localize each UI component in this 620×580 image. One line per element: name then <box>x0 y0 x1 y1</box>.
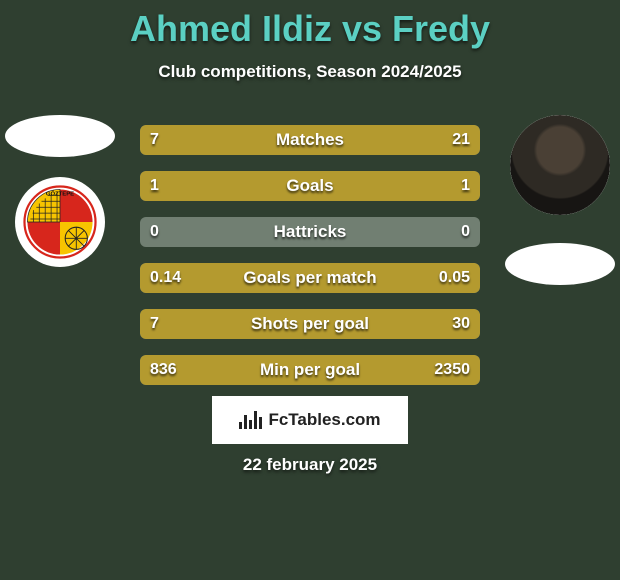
player-left-avatar-placeholder <box>5 115 115 157</box>
stat-row: 730Shots per goal <box>140 309 480 339</box>
date-line: 22 february 2025 <box>0 455 620 475</box>
page-title: Ahmed Ildiz vs Fredy <box>0 0 620 50</box>
stat-label: Matches <box>140 125 480 155</box>
player-left-block: GÖZTEPE <box>5 115 115 267</box>
stats-panel: 721Matches 11Goals 00Hattricks 0.140.05Goal… <box>140 125 480 401</box>
goztepe-crest-icon: GÖZTEPE <box>23 185 97 259</box>
stat-label: Shots per goal <box>140 309 480 339</box>
avatar-photo-icon <box>510 115 610 215</box>
stat-row: 8362350Min per goal <box>140 355 480 385</box>
player-right-avatar <box>510 115 610 215</box>
infographic-root: Ahmed Ildiz vs Fredy Club competitions, … <box>0 0 620 580</box>
stat-row: 11Goals <box>140 171 480 201</box>
stat-label: Min per goal <box>140 355 480 385</box>
stat-row: 0.140.05Goals per match <box>140 263 480 293</box>
brand-text: FcTables.com <box>268 410 380 430</box>
stat-row: 00Hattricks <box>140 217 480 247</box>
bar-chart-icon <box>239 411 262 429</box>
brand-badge: FcTables.com <box>212 396 408 444</box>
stat-label: Goals <box>140 171 480 201</box>
club-crest-left: GÖZTEPE <box>15 177 105 267</box>
club-crest-right-placeholder <box>505 243 615 285</box>
player-right-block <box>505 115 615 285</box>
stat-label: Goals per match <box>140 263 480 293</box>
page-subtitle: Club competitions, Season 2024/2025 <box>0 62 620 82</box>
stat-label: Hattricks <box>140 217 480 247</box>
crest-text: GÖZTEPE <box>46 190 74 197</box>
stat-row: 721Matches <box>140 125 480 155</box>
